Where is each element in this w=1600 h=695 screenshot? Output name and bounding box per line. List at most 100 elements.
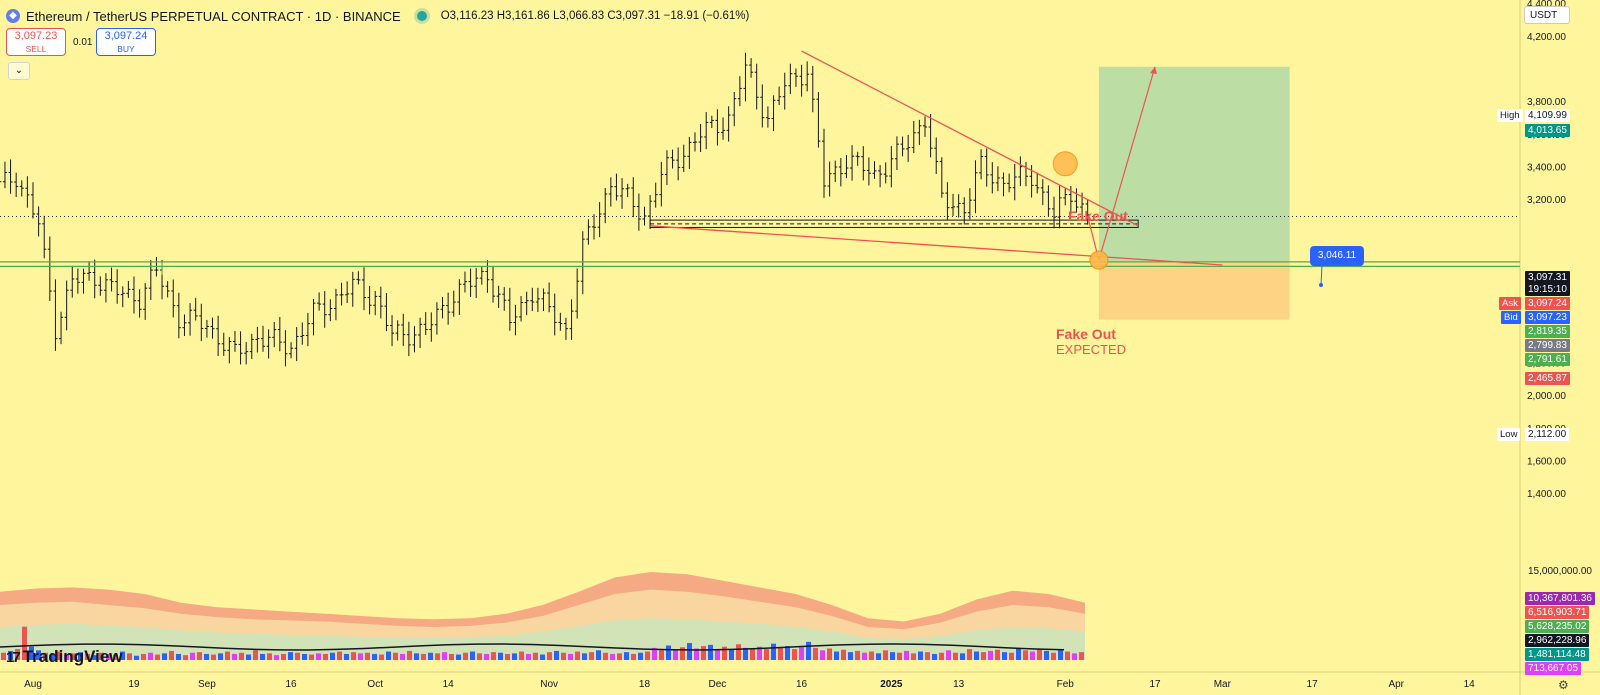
volume-bar xyxy=(603,652,608,660)
volume-bar xyxy=(694,648,699,660)
volume-bar xyxy=(71,653,76,660)
volume-bar xyxy=(890,652,895,660)
volume-bar xyxy=(449,653,454,660)
volume-bar xyxy=(743,647,748,660)
ask-label: Ask xyxy=(1499,297,1521,310)
volume-bar xyxy=(162,653,167,660)
settings-gear-icon[interactable]: ⚙ xyxy=(1558,678,1569,692)
volume-tag-1: 10,367,801.36 xyxy=(1525,592,1595,605)
volume-bar xyxy=(190,652,195,660)
volume-bar xyxy=(792,649,797,660)
spread-value: 0.01 xyxy=(73,37,93,48)
volume-bar xyxy=(582,653,587,660)
volume-bar xyxy=(554,650,559,660)
symbol-header[interactable]: ◆ Ethereum / TetherUS PERPETUAL CONTRACT… xyxy=(6,7,749,25)
price-tick-label: 4,400.00 xyxy=(1527,0,1566,10)
time-tick-label: Sep xyxy=(198,679,216,690)
volume-bar xyxy=(617,653,622,660)
volume-bar xyxy=(393,652,398,660)
symbol-title[interactable]: Ethereum / TetherUS PERPETUAL CONTRACT ·… xyxy=(26,8,401,24)
volume-bar xyxy=(834,651,839,660)
volume-bar xyxy=(953,652,958,660)
time-tick-label: 17 xyxy=(1149,679,1161,690)
volume-bar xyxy=(589,652,594,660)
chevron-down-icon[interactable]: ⌄ xyxy=(8,62,30,80)
price-tick-label: 3,200.00 xyxy=(1527,195,1566,206)
volume-bar xyxy=(1023,650,1028,660)
price-tick-label: 3,800.00 xyxy=(1527,97,1566,108)
drawings xyxy=(0,50,1520,287)
price-tick-label: 2,000.00 xyxy=(1527,391,1566,402)
volume-bar xyxy=(946,650,951,660)
time-tick-label: Apr xyxy=(1388,679,1404,690)
volume-bar xyxy=(918,651,923,660)
volume-bar xyxy=(911,653,916,660)
volume-bar xyxy=(757,646,762,660)
volume-bar xyxy=(1009,652,1014,660)
time-tick-label: Dec xyxy=(709,679,727,690)
high-label: High xyxy=(1497,109,1523,122)
stop-zone xyxy=(1098,261,1290,320)
volume-bar xyxy=(456,654,461,660)
fake-out-marker xyxy=(1052,151,1078,177)
volume-bar xyxy=(169,650,174,660)
volume-bar xyxy=(421,653,426,660)
volume-bar xyxy=(78,652,83,660)
tradingview-logo[interactable]: 17 TradingView xyxy=(6,646,123,668)
volume-bar xyxy=(288,652,293,660)
price-tick-label: 4,200.00 xyxy=(1527,32,1566,43)
low-label: Low xyxy=(1497,428,1521,441)
sell-button[interactable]: 3,097.23 SELL xyxy=(6,28,66,56)
fake-out-expected-line1: Fake Out xyxy=(1056,326,1116,342)
volume-bar xyxy=(540,654,545,660)
volume-bar xyxy=(904,650,909,660)
volume-bar xyxy=(323,653,328,660)
volume-bar xyxy=(505,653,510,660)
volume-bar xyxy=(883,650,888,660)
volume-bar xyxy=(932,653,937,660)
volume-bar xyxy=(85,653,90,660)
volume-bar xyxy=(715,649,720,660)
position-zones xyxy=(1098,66,1290,320)
time-tick-label: 2025 xyxy=(880,679,903,690)
volume-bar xyxy=(281,653,286,660)
volume-bar xyxy=(841,649,846,660)
time-tick-label: 16 xyxy=(285,679,297,690)
volume-bar xyxy=(498,652,503,660)
volume-bar xyxy=(1079,652,1084,660)
volume-bar xyxy=(204,653,209,660)
volume-bar xyxy=(211,654,216,660)
buy-button[interactable]: 3,097.24 BUY xyxy=(96,28,156,56)
volume-ma-line xyxy=(0,643,1065,651)
volume-bar xyxy=(827,648,832,660)
volume-bar xyxy=(680,647,685,660)
buy-label: BUY xyxy=(117,44,135,54)
volume-bar xyxy=(813,647,818,660)
volume-bar xyxy=(967,649,972,660)
volume-bar xyxy=(799,647,804,660)
volume-bar xyxy=(547,652,552,660)
volume-bar xyxy=(309,654,314,660)
fake-out-expected-marker xyxy=(1089,250,1109,270)
currency-select[interactable]: USDT xyxy=(1524,6,1570,24)
support-price-tag-1: 2,819.35 xyxy=(1525,325,1570,338)
time-tick-label: 14 xyxy=(443,679,455,690)
volume-bar xyxy=(414,653,419,660)
volume-bar xyxy=(113,654,118,660)
volume-bar xyxy=(652,647,657,660)
volume-bar xyxy=(673,649,678,660)
volume-bar xyxy=(659,650,664,660)
fake-out-expected-label: Fake Out EXPECTED xyxy=(1056,326,1127,358)
volume-bar xyxy=(386,651,391,660)
time-tick-label: Oct xyxy=(367,679,383,690)
target-callout[interactable]: 3,046.11 xyxy=(1310,246,1364,266)
volume-pane xyxy=(0,572,1085,660)
volume-bar xyxy=(407,650,412,660)
volume-bar xyxy=(274,655,279,660)
volume-bar xyxy=(50,653,55,660)
volume-bar xyxy=(701,646,706,660)
ask-price-tag: 3,097.24 xyxy=(1525,297,1570,310)
volume-bar xyxy=(1002,652,1007,660)
fake-out-expected-line2: EXPECTED xyxy=(1056,342,1127,357)
